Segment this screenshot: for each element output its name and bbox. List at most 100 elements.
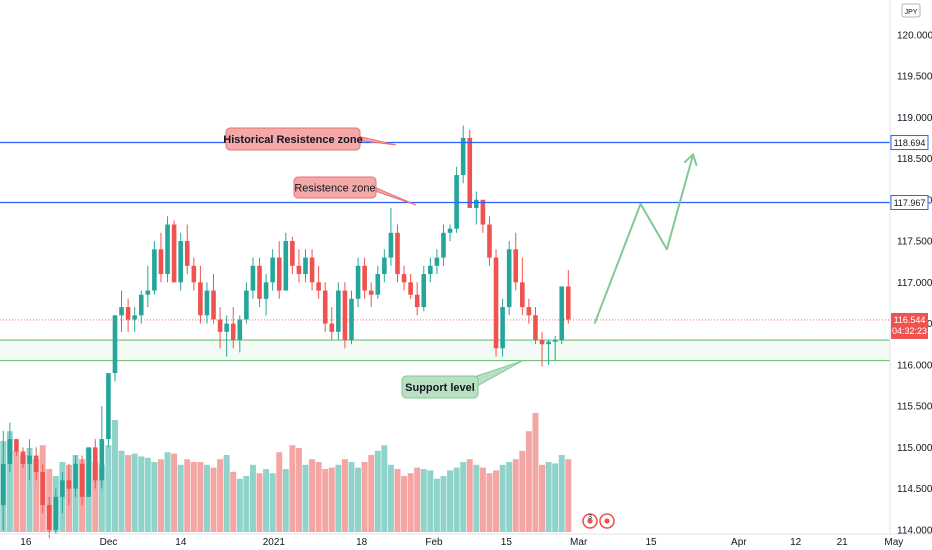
- candle-body[interactable]: [401, 274, 407, 283]
- candle-body[interactable]: [86, 447, 91, 497]
- candle-body[interactable]: [40, 472, 46, 506]
- candle-body[interactable]: [329, 323, 335, 332]
- candle-body[interactable]: [0, 463, 6, 506]
- candle-body[interactable]: [506, 249, 512, 308]
- candle-body[interactable]: [152, 249, 157, 291]
- candle-body[interactable]: [428, 265, 433, 275]
- candle-body[interactable]: [7, 439, 13, 464]
- candle-body[interactable]: [224, 323, 229, 332]
- annotations-layer[interactable]: Historical Resistence zone Resistence zon…: [223, 127, 523, 399]
- candle-body[interactable]: [244, 290, 249, 320]
- levels-layer[interactable]: [0, 141, 890, 321]
- candle-body[interactable]: [132, 315, 137, 320]
- candle-body[interactable]: [73, 463, 78, 489]
- candle-body[interactable]: [552, 340, 558, 342]
- candle-body[interactable]: [198, 282, 203, 316]
- candle-body[interactable]: [447, 228, 453, 233]
- candle-body[interactable]: [46, 505, 52, 530]
- candle-body[interactable]: [349, 298, 354, 341]
- candle-body[interactable]: [336, 290, 341, 332]
- candle-body[interactable]: [106, 373, 111, 440]
- candle-body[interactable]: [283, 241, 289, 291]
- candle-body[interactable]: [559, 286, 565, 341]
- candle-body[interactable]: [520, 282, 525, 308]
- candle-body[interactable]: [53, 496, 59, 530]
- candle-body[interactable]: [237, 319, 243, 341]
- support-note[interactable]: Support level: [401, 360, 523, 399]
- candle-body[interactable]: [14, 439, 19, 452]
- candle-body[interactable]: [191, 265, 197, 283]
- candle-body[interactable]: [421, 274, 427, 308]
- candle-body[interactable]: [500, 307, 505, 349]
- candle-body[interactable]: [441, 232, 446, 258]
- candle-body[interactable]: [27, 455, 32, 464]
- candle-body[interactable]: [408, 282, 413, 295]
- resistance-tag[interactable]: [890, 195, 929, 211]
- candle-body[interactable]: [480, 199, 486, 225]
- candle-body[interactable]: [138, 294, 144, 316]
- candle-body[interactable]: [342, 290, 348, 341]
- candle-body[interactable]: [211, 290, 216, 320]
- candle-body[interactable]: [309, 257, 315, 283]
- candle-body[interactable]: [204, 290, 210, 316]
- price-axis-panel[interactable]: [890, 0, 932, 550]
- candle-body[interactable]: [178, 241, 183, 283]
- candle-body[interactable]: [250, 265, 256, 291]
- candle-body[interactable]: [368, 290, 374, 295]
- candle-body[interactable]: [513, 249, 519, 283]
- candle-body[interactable]: [184, 241, 190, 266]
- candle-body[interactable]: [546, 341, 551, 345]
- candle-body[interactable]: [454, 175, 459, 229]
- candle-body[interactable]: [33, 455, 39, 473]
- candle-body[interactable]: [566, 286, 571, 320]
- event-marker[interactable]: [582, 513, 598, 529]
- projection-layer[interactable]: [593, 153, 698, 324]
- candle-body[interactable]: [296, 265, 302, 275]
- candle-body[interactable]: [290, 241, 295, 266]
- candle-body[interactable]: [119, 307, 124, 316]
- projection-path[interactable]: [593, 154, 695, 324]
- candle-body[interactable]: [112, 315, 118, 374]
- candle-body[interactable]: [99, 439, 105, 481]
- candle-body[interactable]: [158, 249, 164, 275]
- candle-body[interactable]: [125, 307, 131, 320]
- candle-body[interactable]: [375, 274, 381, 295]
- candle-body[interactable]: [263, 282, 269, 299]
- candle-body[interactable]: [165, 224, 170, 275]
- candle-body[interactable]: [66, 480, 72, 489]
- candle-body[interactable]: [467, 137, 473, 209]
- candle-body[interactable]: [493, 257, 499, 349]
- candle-body[interactable]: [145, 290, 151, 295]
- candle-body[interactable]: [276, 257, 282, 291]
- candle-body[interactable]: [322, 290, 328, 324]
- candle-body[interactable]: [474, 199, 479, 209]
- candle-body[interactable]: [303, 257, 308, 275]
- candle-body[interactable]: [20, 451, 26, 464]
- candle-body[interactable]: [217, 319, 223, 332]
- candle-body[interactable]: [526, 307, 532, 316]
- candle-body[interactable]: [395, 232, 400, 275]
- candle-body[interactable]: [533, 315, 538, 341]
- historical-resistance-note[interactable]: Historical Resistence zone: [223, 127, 397, 151]
- candles-layer[interactable]: [0, 125, 571, 539]
- candle-body[interactable]: [362, 265, 367, 291]
- candle-body[interactable]: [60, 480, 65, 497]
- candle-body[interactable]: [230, 323, 236, 341]
- candle-body[interactable]: [270, 257, 275, 283]
- resistance-note[interactable]: Resistence zone: [293, 176, 417, 206]
- candle-body[interactable]: [257, 265, 262, 299]
- event-marker[interactable]: [599, 513, 615, 529]
- candle-body[interactable]: [460, 137, 466, 176]
- historical-resistance-tag[interactable]: [890, 135, 929, 151]
- candle-body[interactable]: [388, 232, 394, 258]
- candle-body[interactable]: [539, 340, 545, 345]
- candle-body[interactable]: [92, 447, 98, 481]
- candle-body[interactable]: [355, 265, 361, 299]
- candle-body[interactable]: [79, 463, 85, 497]
- current-price-tag[interactable]: [891, 312, 928, 339]
- candle-body[interactable]: [434, 257, 440, 266]
- candle-body[interactable]: [382, 257, 387, 275]
- candle-body[interactable]: [414, 294, 420, 308]
